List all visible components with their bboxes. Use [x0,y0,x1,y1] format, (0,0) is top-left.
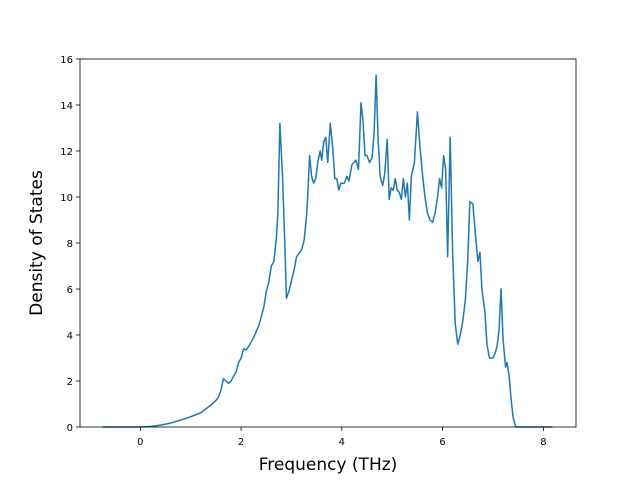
y-tick-label: 2 [67,377,73,388]
y-tick-label: 4 [67,331,73,342]
line [102,74,553,428]
y-tick-label: 0 [67,423,73,434]
x-tick-label: 0 [137,437,143,448]
x-tick-label: 2 [238,437,244,448]
y-tick-label: 16 [60,55,73,66]
y-tick-label: 14 [60,101,73,112]
plot-frame [79,58,577,428]
x-tick-label: 4 [339,437,345,448]
x-axis-label: Frequency (THz) [259,455,398,475]
x-tick-label: 8 [540,437,546,448]
y-tick-label: 10 [60,193,73,204]
y-tick-label: 6 [67,285,73,296]
y-axis-label: Density of States [27,170,47,316]
y-tick-label: 12 [60,147,73,158]
y-tick-label: 8 [67,239,73,250]
x-tick-label: 6 [439,437,445,448]
